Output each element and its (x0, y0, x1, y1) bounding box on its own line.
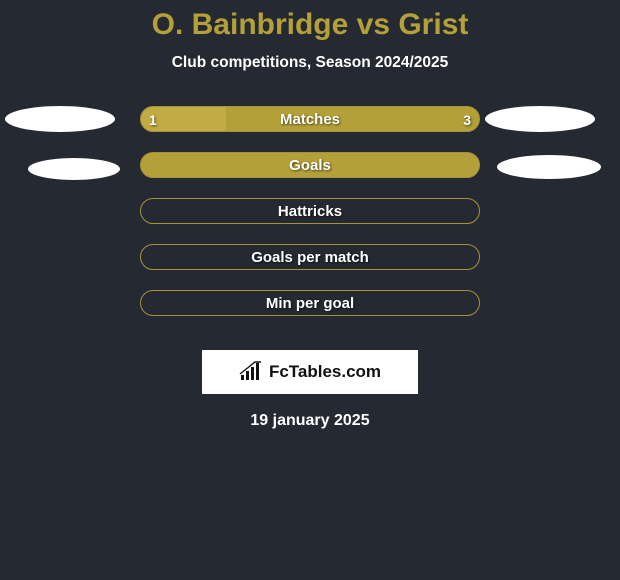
decorative-ellipse (497, 155, 601, 179)
decorative-ellipse (28, 158, 120, 180)
stat-row: Hattricks (0, 198, 620, 244)
bar-chart-icon (239, 361, 265, 383)
comparison-chart: Matches1 3 Goals Hattricks Goals per match Mi… (0, 106, 620, 336)
brand-box: FcTables.com (202, 350, 418, 394)
stat-row: Goals per match (0, 244, 620, 290)
brand-logo: FcTables.com (239, 361, 381, 383)
stat-bar: Min per goal (140, 290, 480, 316)
decorative-ellipse (485, 106, 595, 132)
stat-bar: Hattricks (140, 198, 480, 224)
stat-label: Goals (141, 153, 479, 178)
comparison-subtitle: Club competitions, Season 2024/2025 (0, 54, 620, 72)
stat-bar: Goals (140, 152, 480, 178)
comparison-title: O. Bainbridge vs Grist (0, 0, 620, 42)
stat-label: Goals per match (141, 245, 479, 270)
stat-bar: Matches1 3 (140, 106, 480, 132)
stat-label: Matches (141, 107, 479, 132)
brand-text: FcTables.com (269, 362, 381, 382)
snapshot-date: 19 january 2025 (0, 412, 620, 430)
stat-value-right: 3 (463, 107, 471, 132)
stat-value-left: 1 (149, 107, 157, 132)
stat-label: Hattricks (141, 199, 479, 224)
stat-label: Min per goal (141, 291, 479, 316)
decorative-ellipse (5, 106, 115, 132)
stat-bar: Goals per match (140, 244, 480, 270)
stat-row: Min per goal (0, 290, 620, 336)
